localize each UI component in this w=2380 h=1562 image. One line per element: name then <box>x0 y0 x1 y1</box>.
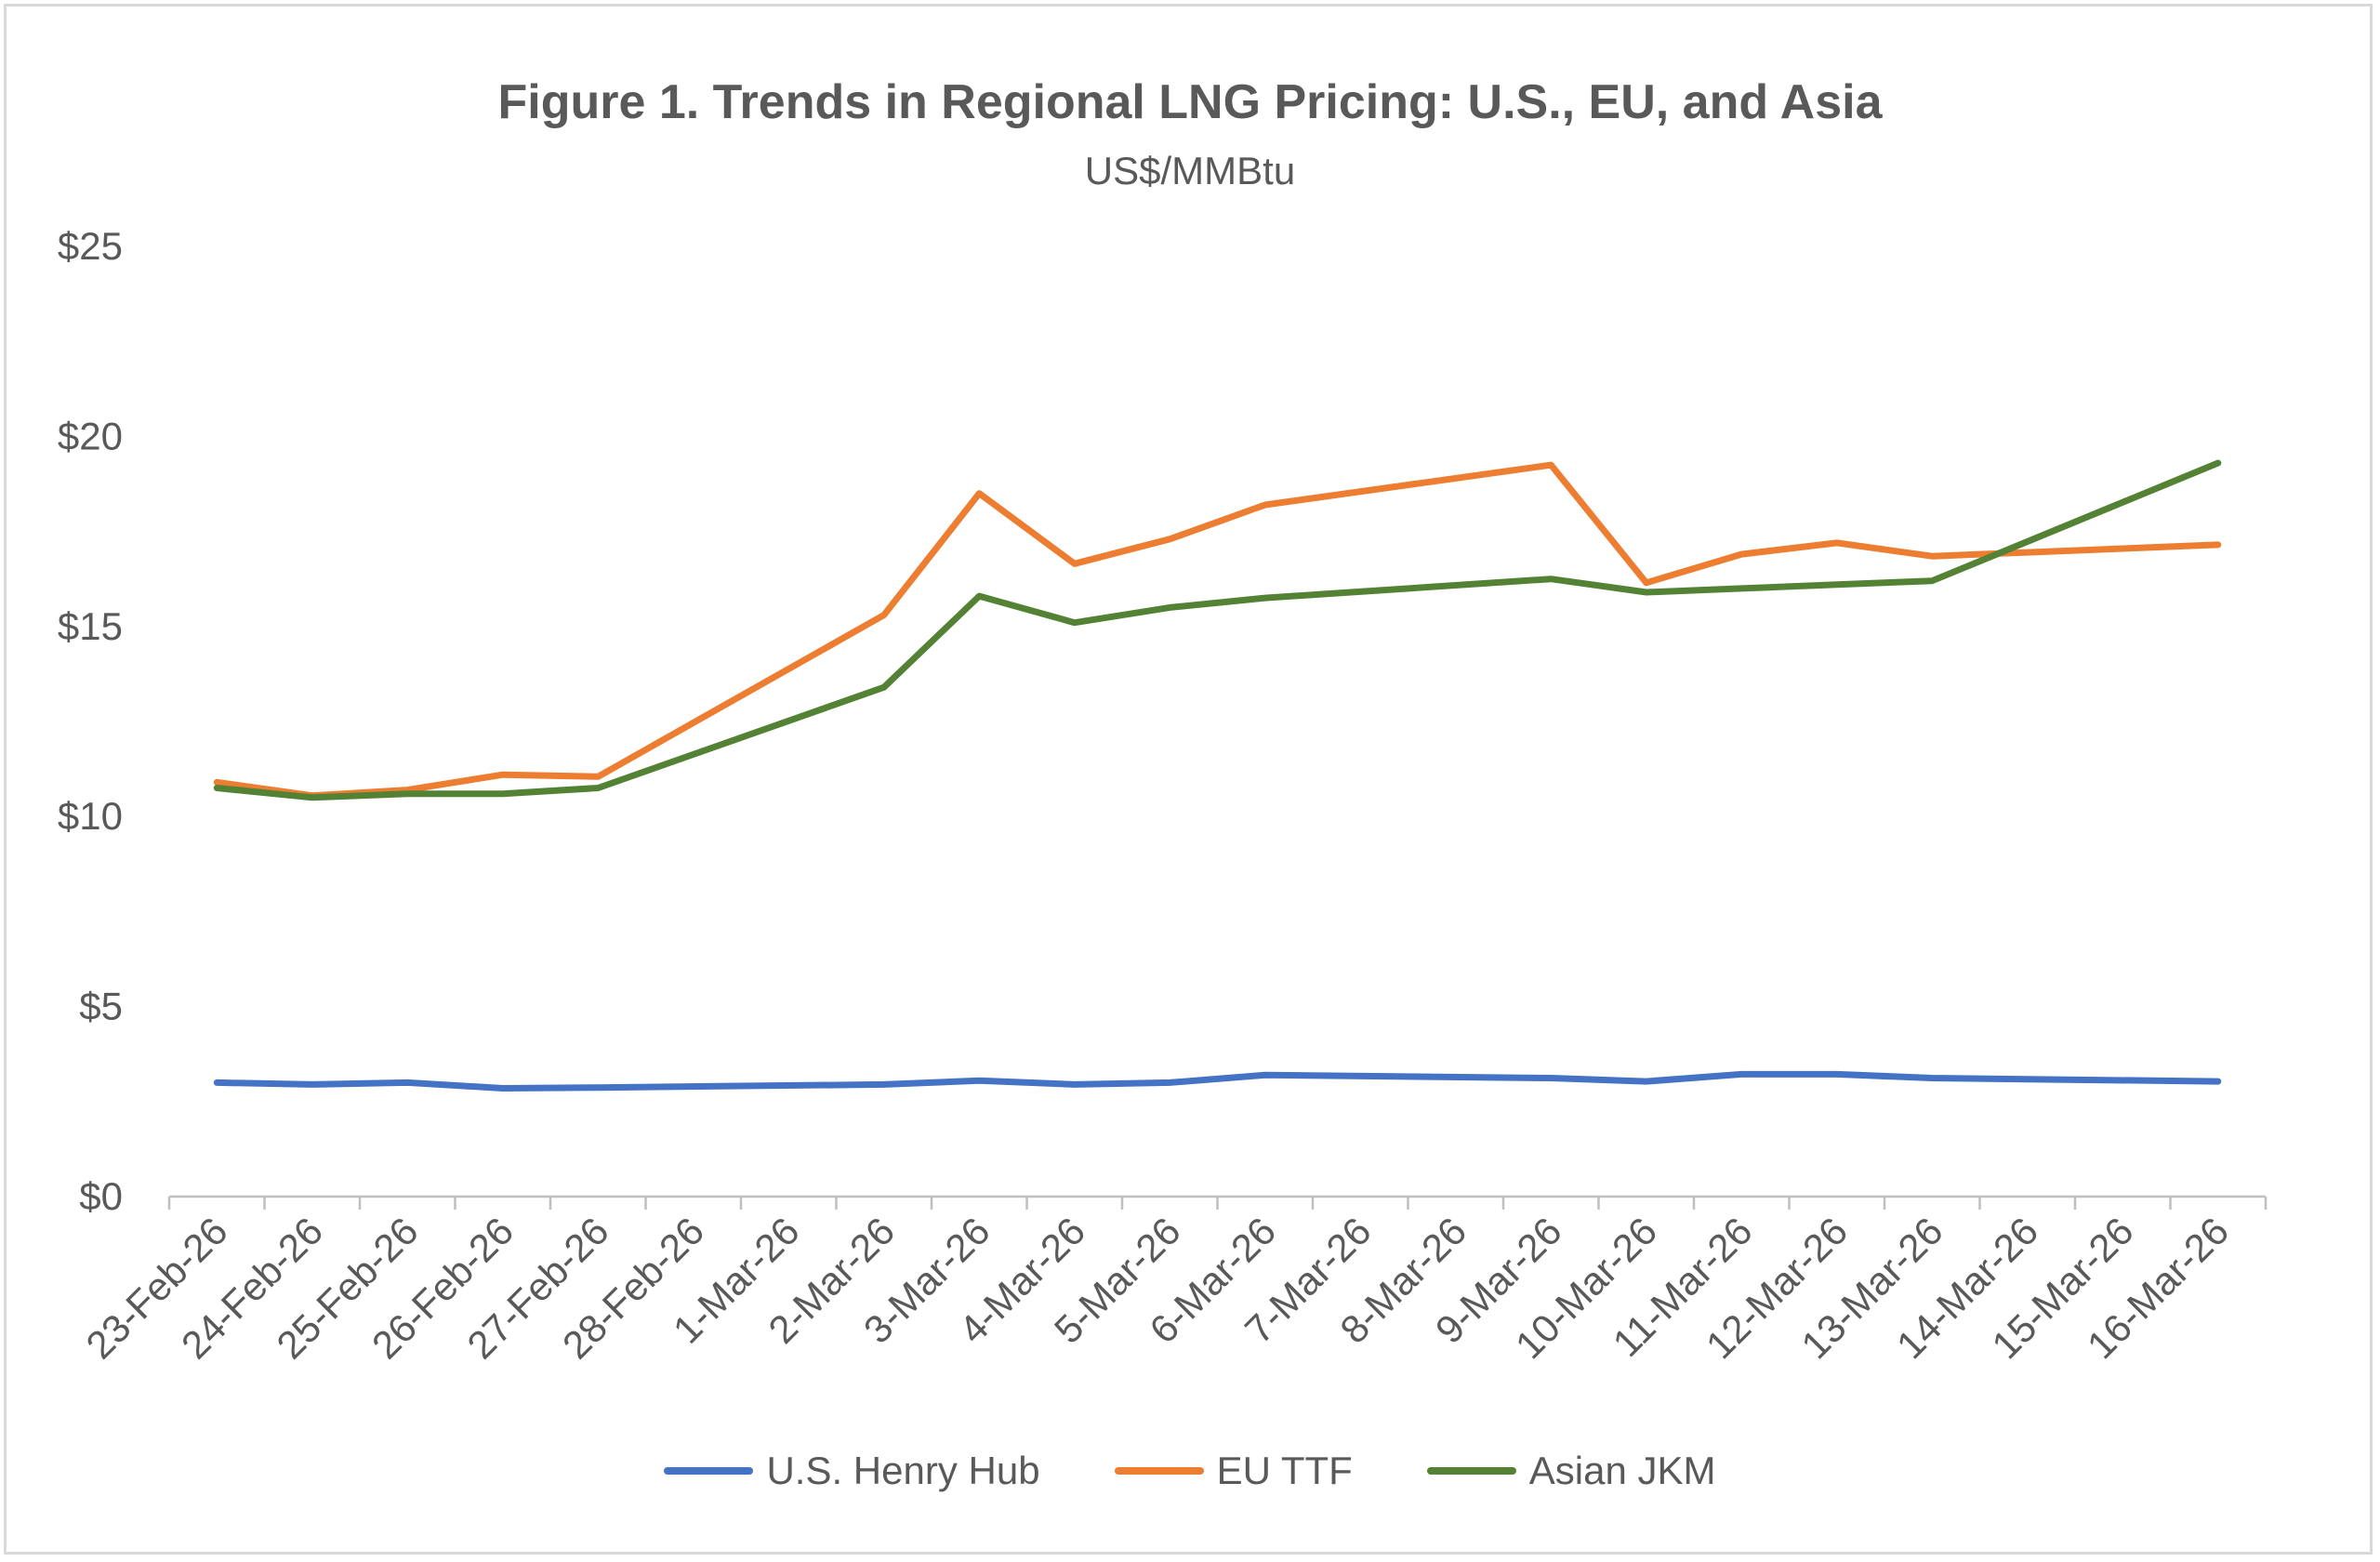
legend-item-asian-jkm: Asian JKM <box>1426 1449 1716 1493</box>
y-tick-label: $25 <box>58 224 123 268</box>
legend: U.S. Henry Hub EU TTF Asian JKM <box>0 1449 2380 1493</box>
y-tick-label: $0 <box>79 1174 123 1218</box>
series-line-asian-jkm <box>213 459 2222 801</box>
legend-swatch-eu-ttf <box>1114 1467 1204 1475</box>
legend-swatch-asian-jkm <box>1426 1467 1516 1475</box>
axes <box>167 1195 2268 1210</box>
legend-item-eu-ttf: EU TTF <box>1114 1449 1353 1493</box>
legend-label-henry-hub: U.S. Henry Hub <box>766 1449 1040 1492</box>
legend-label-asian-jkm: Asian JKM <box>1528 1449 1716 1492</box>
y-tick-label: $15 <box>58 604 123 648</box>
chart-title: Figure 1. Trends in Regional LNG Pricing… <box>497 75 1883 129</box>
series-line-henry-hub <box>213 1070 2222 1092</box>
x-axis-ticks: 23-Feb-2624-Feb-2625-Feb-2626-Feb-2627-F… <box>77 1209 2237 1367</box>
y-axis-ticks: $0 $5 $10 $15 $20 $25 <box>58 224 123 1218</box>
chart-frame <box>4 4 2373 1555</box>
chart-subtitle: US$/MMBtu <box>1084 149 1296 192</box>
y-tick-label: $5 <box>79 985 123 1028</box>
legend-label-eu-ttf: EU TTF <box>1216 1449 1353 1492</box>
legend-item-henry-hub: U.S. Henry Hub <box>664 1449 1040 1493</box>
y-tick-label: $10 <box>58 794 123 838</box>
series-line-eu-ttf <box>213 461 2222 800</box>
series-lines <box>213 459 2222 1092</box>
y-tick-label: $20 <box>58 414 123 457</box>
legend-swatch-henry-hub <box>664 1467 754 1475</box>
